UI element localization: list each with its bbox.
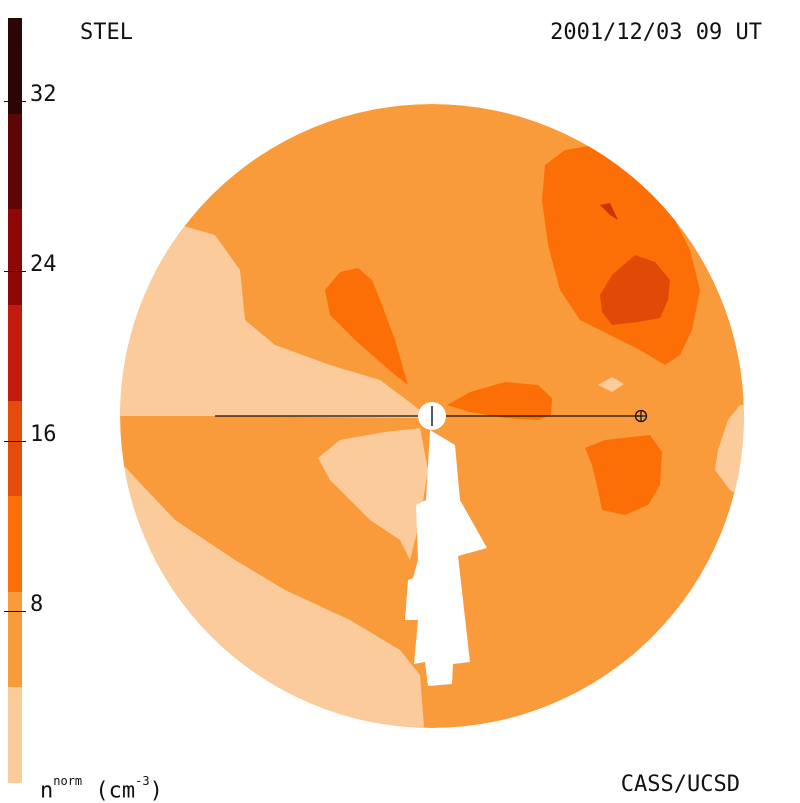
mid-density-region-southeast (585, 435, 662, 515)
colorbar-segment (8, 304, 22, 401)
mid-density-lobe-east (447, 382, 552, 420)
datetime-label: 2001/12/03 09 UT (550, 20, 762, 45)
sun-icon (418, 402, 446, 430)
instrument-label: STEL (80, 20, 133, 45)
colorbar-segment (8, 591, 22, 688)
colorbar-segment (8, 687, 22, 783)
high-density-core (600, 255, 670, 325)
colorbar-tick (4, 441, 26, 442)
colorbar-tick (4, 611, 26, 612)
colorbar-tick-label-24: 24 (30, 252, 57, 277)
colorbar-tick (4, 101, 26, 102)
low-density-region-upper-left (120, 225, 420, 418)
high-density-spot (600, 203, 618, 220)
colorbar-tick-label-32: 32 (30, 82, 57, 107)
colorbar-segment (8, 209, 22, 305)
color-bar (8, 18, 22, 783)
unit-label: nnorm (cm-3) (40, 774, 163, 803)
data-gap-wedge (405, 430, 487, 686)
colorbar-tick (4, 271, 26, 272)
colorbar-segment (8, 400, 22, 497)
colorbar-segment (8, 18, 22, 114)
earth-icon (634, 409, 648, 423)
mid-density-lobe-northwest (325, 268, 408, 385)
colorbar-tick-label-16: 16 (30, 422, 57, 447)
low-density-region-center (318, 428, 428, 560)
colorbar-tick-label-8: 8 (30, 592, 44, 617)
colorbar-segment (8, 496, 22, 592)
low-density-region-right-edge (715, 405, 744, 500)
low-density-patch (598, 377, 624, 392)
colorbar-segment (8, 113, 22, 210)
credit-label: CASS/UCSD (620, 772, 740, 797)
